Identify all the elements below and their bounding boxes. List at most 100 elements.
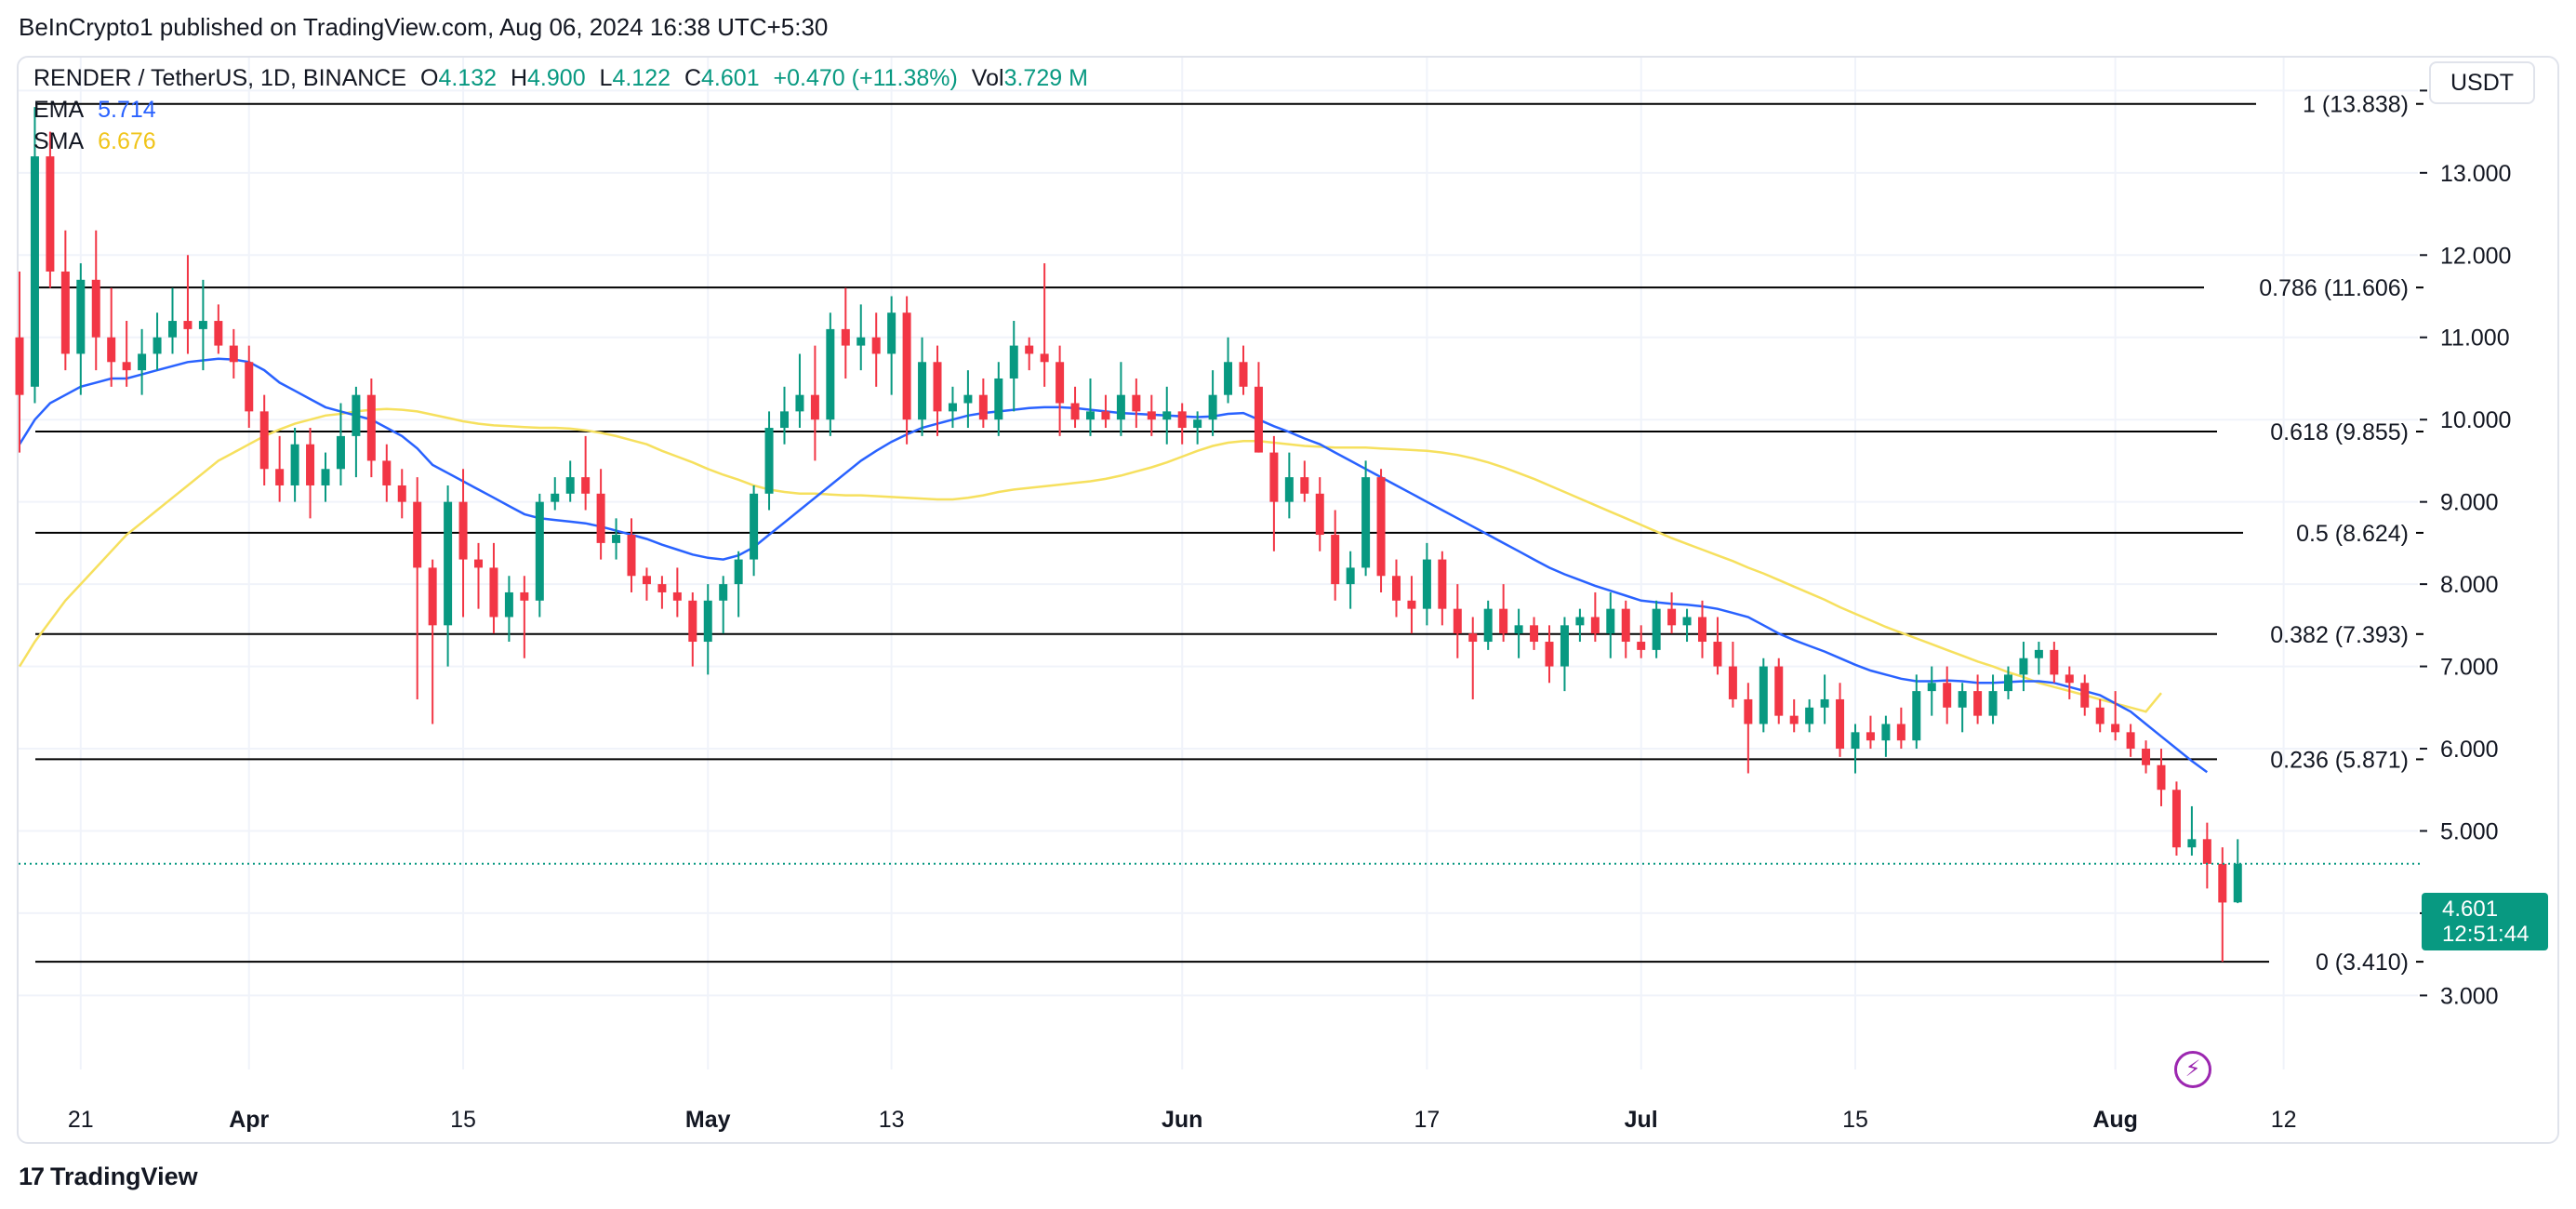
symbol-legend: RENDER / TetherUS, 1D, BINANCE O4.132 H4… bbox=[33, 65, 1095, 92]
candle-body bbox=[672, 591, 682, 601]
candle-body bbox=[1682, 617, 1692, 626]
candle-body bbox=[1943, 683, 1952, 708]
candle-body bbox=[810, 394, 819, 420]
candle-body bbox=[1407, 600, 1416, 609]
candle-body bbox=[15, 337, 24, 395]
candle-body bbox=[1346, 567, 1355, 585]
candle-body bbox=[1147, 411, 1156, 420]
candle-body bbox=[30, 156, 39, 387]
candle-body bbox=[1453, 608, 1462, 634]
candle-body bbox=[565, 477, 575, 494]
candle-body bbox=[535, 501, 544, 601]
candle-body bbox=[1973, 691, 1983, 716]
high-value: H4.900 bbox=[510, 65, 586, 91]
candle-body bbox=[107, 337, 116, 363]
candle-body bbox=[795, 394, 804, 412]
last-price-tag: 4.601 12:51:44 bbox=[2422, 893, 2548, 950]
candle-body bbox=[1101, 411, 1110, 420]
candle-body bbox=[1560, 625, 1569, 667]
sma-legend[interactable]: SMA 6.676 bbox=[33, 128, 164, 155]
candle-body bbox=[642, 576, 651, 585]
moving-averages bbox=[18, 357, 2209, 774]
candle-body bbox=[1545, 642, 1554, 667]
candle-body bbox=[2126, 732, 2135, 750]
candle-body bbox=[1009, 345, 1018, 379]
candle-body bbox=[352, 394, 361, 436]
candle-body bbox=[2019, 658, 2028, 675]
candle-body bbox=[841, 328, 850, 346]
ema-label: EMA bbox=[33, 97, 85, 123]
chart-frame bbox=[17, 56, 2559, 1144]
fib-level-label: 0.236 (5.871) bbox=[2270, 747, 2409, 773]
candle-body bbox=[1514, 625, 1523, 634]
candle-body bbox=[1499, 608, 1508, 634]
candle-body bbox=[1376, 477, 1386, 577]
x-tick-label: 13 bbox=[879, 1107, 905, 1133]
low-value: L4.122 bbox=[599, 65, 671, 91]
candle-body bbox=[826, 328, 835, 420]
candle-body bbox=[2111, 724, 2120, 733]
change-value: +0.470 (+11.38%) bbox=[773, 65, 958, 91]
ema-legend[interactable]: EMA 5.714 bbox=[33, 97, 164, 124]
candle-body bbox=[60, 271, 70, 354]
candle-body bbox=[504, 591, 513, 618]
candle-body bbox=[1728, 666, 1737, 699]
candle-body bbox=[1866, 732, 1875, 741]
candle-body bbox=[734, 559, 743, 585]
candle-body bbox=[183, 321, 193, 329]
candle-body bbox=[1315, 493, 1324, 536]
candle-body bbox=[366, 394, 376, 461]
x-tick-label: 12 bbox=[2271, 1107, 2297, 1133]
candle-body bbox=[1300, 477, 1309, 494]
candle-body bbox=[1713, 642, 1722, 667]
candle-body bbox=[1774, 666, 1784, 716]
y-tick-label: 8.000 bbox=[2440, 572, 2499, 598]
candle-body bbox=[474, 559, 483, 568]
candle-body bbox=[520, 591, 529, 601]
sma-line bbox=[18, 407, 2162, 713]
currency-button[interactable]: USDT bbox=[2429, 61, 2535, 104]
candle-body bbox=[1530, 625, 1539, 643]
candle-body bbox=[259, 411, 269, 470]
candle-body bbox=[948, 403, 957, 412]
candle-body bbox=[2142, 749, 2151, 765]
lightning-icon[interactable]: ⚡︎ bbox=[2174, 1051, 2211, 1088]
y-tick-label: 10.000 bbox=[2440, 407, 2511, 433]
candle-body bbox=[963, 394, 973, 404]
candle-body bbox=[933, 362, 942, 412]
candle-body bbox=[1116, 394, 1125, 420]
candle-body bbox=[138, 353, 147, 371]
y-tick-label: 9.000 bbox=[2440, 490, 2499, 516]
sma-label: SMA bbox=[33, 128, 85, 154]
symbol-title: RENDER / TetherUS, 1D, BINANCE bbox=[33, 65, 407, 91]
candle-body bbox=[1575, 617, 1585, 626]
candlesticks bbox=[15, 107, 2242, 963]
candle-body bbox=[2034, 649, 2043, 658]
fibonacci-levels: 1 (13.838) 0.786 (11.606) 0.618 (9.855) 0.5… bbox=[35, 92, 2423, 976]
candle-body bbox=[1269, 452, 1279, 502]
candle-body bbox=[1744, 698, 1753, 724]
ema-line bbox=[18, 357, 2209, 774]
candle-body bbox=[76, 279, 86, 354]
candle-body bbox=[1177, 411, 1187, 429]
y-tick-label: 3.000 bbox=[2440, 983, 2499, 1009]
x-tick-label: 15 bbox=[1842, 1107, 1868, 1133]
ema-value: 5.714 bbox=[98, 97, 156, 123]
candle-body bbox=[1224, 362, 1233, 395]
candle-body bbox=[1284, 477, 1294, 502]
candle-body bbox=[1070, 403, 1080, 420]
candle-body bbox=[168, 321, 177, 338]
bar-countdown: 12:51:44 bbox=[2442, 922, 2530, 947]
y-tick-label: 13.000 bbox=[2440, 161, 2511, 187]
y-tick-label: 6.000 bbox=[2440, 737, 2499, 763]
candle-body bbox=[1652, 608, 1661, 650]
candle-body bbox=[1958, 691, 1967, 708]
candle-body bbox=[214, 321, 223, 346]
x-tick-label: Aug bbox=[2092, 1107, 2138, 1133]
x-tick-label: Jun bbox=[1162, 1107, 1202, 1133]
candle-body bbox=[719, 584, 728, 601]
close-value: C4.601 bbox=[684, 65, 760, 91]
candle-body bbox=[1789, 715, 1799, 724]
candle-body bbox=[1056, 362, 1065, 404]
